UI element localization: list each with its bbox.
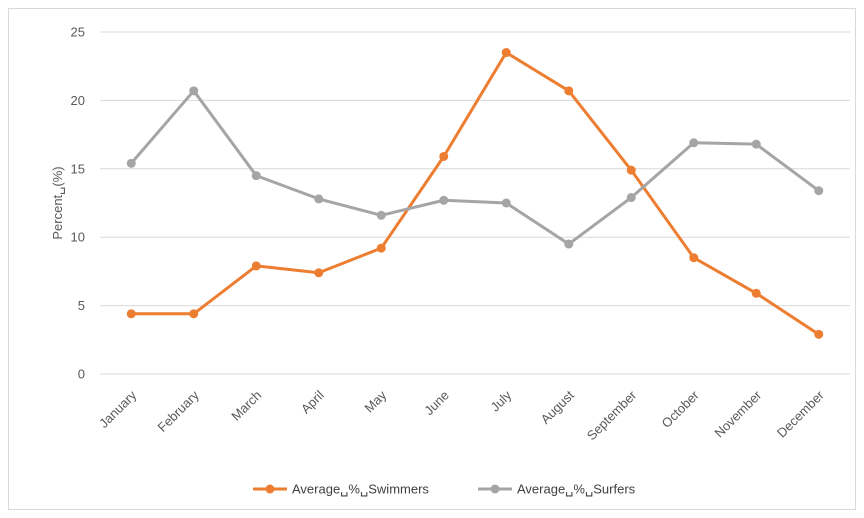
- data-point: [126, 158, 136, 168]
- data-point: [251, 171, 261, 181]
- data-point: [751, 288, 761, 298]
- data-point: [376, 210, 386, 220]
- y-tick-label: 20: [71, 93, 85, 108]
- legend-item: Average␣%␣Surfers: [478, 482, 636, 497]
- x-tick-label: February: [154, 387, 202, 435]
- x-tick-label: August: [538, 387, 577, 426]
- x-axis-ticks: January February March April May June July Augu…: [96, 387, 827, 443]
- series-group: [126, 48, 824, 339]
- data-point: [501, 48, 511, 58]
- data-point: [314, 268, 324, 278]
- data-point: [689, 253, 699, 263]
- x-tick-label: December: [774, 387, 827, 440]
- x-tick-label: January: [96, 387, 140, 431]
- data-point: [126, 309, 136, 319]
- y-axis-label: Percent␣(%): [50, 166, 65, 239]
- x-tick-label: April: [298, 387, 327, 416]
- legend: Average␣%␣Swimmers Average␣%␣Surfers: [253, 482, 636, 497]
- gridlines: [100, 31, 850, 375]
- y-axis-ticks: 0 5 10 15 20 25: [71, 25, 85, 382]
- legend-marker: [265, 484, 275, 494]
- data-point: [314, 194, 324, 204]
- data-point: [564, 239, 574, 249]
- chart-frame: [8, 8, 856, 510]
- y-tick-label: 0: [78, 367, 85, 382]
- data-point: [439, 151, 449, 161]
- data-point: [189, 86, 199, 96]
- x-tick-label: May: [361, 387, 389, 415]
- legend-item: Average␣%␣Swimmers: [253, 482, 429, 497]
- y-tick-label: 5: [78, 298, 85, 313]
- series-line: [129, 51, 821, 336]
- series-2: [126, 86, 824, 249]
- data-point: [189, 309, 199, 319]
- series-line: [129, 89, 821, 246]
- data-point: [814, 329, 824, 339]
- series-1: [126, 48, 824, 339]
- data-point: [626, 193, 636, 203]
- data-point: [751, 139, 761, 149]
- x-tick-label: November: [711, 387, 764, 440]
- x-tick-label: September: [584, 387, 640, 443]
- legend-marker: [490, 484, 500, 494]
- data-point: [251, 261, 261, 271]
- x-tick-label: July: [487, 387, 514, 414]
- y-tick-label: 15: [71, 161, 85, 176]
- data-point: [376, 243, 386, 253]
- data-point: [814, 186, 824, 196]
- y-tick-label: 25: [71, 25, 85, 40]
- data-point: [564, 86, 574, 96]
- data-point: [689, 138, 699, 148]
- x-tick-label: June: [421, 388, 452, 419]
- legend-label: Average␣%␣Swimmers: [292, 482, 429, 497]
- legend-label: Average␣%␣Surfers: [517, 482, 636, 497]
- y-tick-label: 10: [71, 230, 85, 245]
- data-point: [626, 165, 636, 175]
- x-tick-label: October: [659, 387, 703, 431]
- data-point: [501, 198, 511, 208]
- x-tick-label: March: [228, 388, 264, 424]
- data-point: [439, 195, 449, 205]
